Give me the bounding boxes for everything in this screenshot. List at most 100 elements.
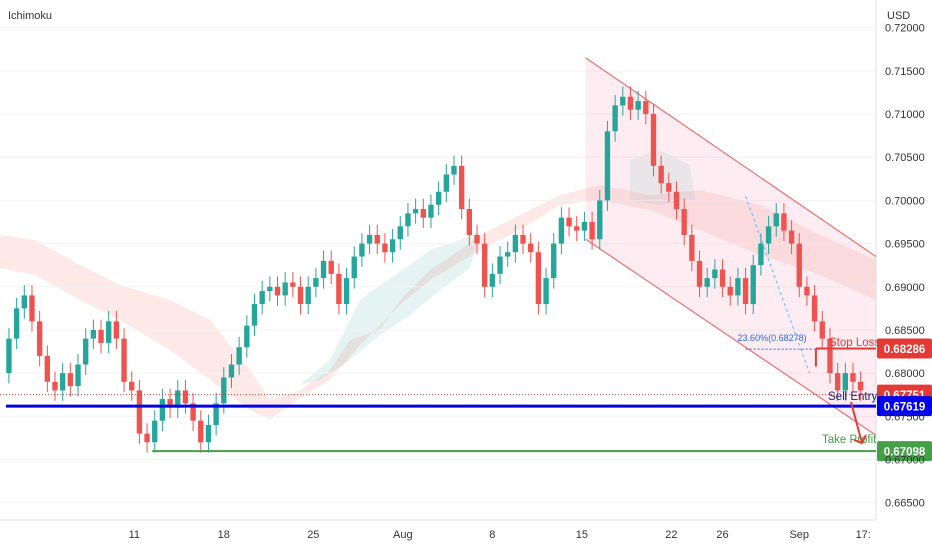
bearish-candle: [52, 381, 58, 391]
bullish-candle: [366, 234, 373, 244]
bearish-candle: [420, 209, 426, 218]
bullish-candle: [75, 364, 81, 387]
bearish-candle: [834, 373, 841, 391]
bearish-candle: [336, 273, 342, 305]
bearish-candle: [673, 191, 680, 210]
bullish-candle: [435, 191, 442, 205]
bearish-candle: [781, 213, 787, 231]
y-tick-label: 0.69000: [885, 282, 925, 294]
x-tick-label: 15: [576, 529, 588, 541]
bullish-candle: [712, 269, 718, 279]
bearish-candle: [481, 243, 488, 287]
sell-entry-label: Sell Entry: [828, 391, 877, 403]
take-profit-label: Take Profit: [822, 434, 877, 446]
price-tag-bg: [877, 338, 932, 359]
bearish-candle: [857, 381, 864, 391]
bearish-candle: [811, 295, 818, 322]
channel-upper-line: [585, 57, 877, 258]
bullish-candle: [412, 209, 419, 214]
bullish-candle: [152, 420, 158, 443]
bearish-candle: [274, 286, 281, 296]
price-tag-label: 0.68286: [884, 344, 926, 356]
x-tick-label: 26: [716, 529, 728, 541]
y-tick-label: 0.68500: [885, 325, 925, 337]
channel-fill: [585, 57, 876, 436]
bearish-candle: [290, 282, 296, 287]
bullish-candle: [82, 338, 89, 365]
bullish-candle: [750, 265, 756, 305]
y-tick-label: 0.68000: [885, 368, 925, 380]
bearish-candle: [666, 183, 672, 192]
bullish-candle: [267, 286, 273, 292]
bullish-candle: [497, 256, 503, 274]
bearish-candle: [589, 221, 595, 240]
bullish-candle: [90, 329, 97, 339]
bullish-candle: [175, 390, 181, 408]
bullish-candle: [159, 399, 166, 421]
bearish-candle: [190, 403, 196, 421]
bearish-candle: [796, 243, 802, 287]
bearish-candle: [819, 321, 825, 339]
bearish-candle: [520, 234, 526, 244]
bullish-candle: [59, 373, 66, 391]
x-tick-label: 11: [129, 529, 140, 541]
y-tick-label: 0.67500: [885, 411, 925, 423]
fib-trend-line: [745, 195, 810, 374]
bullish-candle: [13, 308, 20, 339]
bearish-cloud: [0, 185, 876, 420]
bullish-candle: [489, 273, 496, 287]
bearish-candle: [727, 286, 733, 296]
x-tick-label: Sep: [789, 529, 809, 541]
x-axis: 11 18 25 Aug 8 15 22 26 Sep 17:: [129, 529, 871, 541]
candles: [6, 86, 864, 453]
bearish-candle: [297, 286, 304, 305]
bearish-candle: [627, 96, 634, 110]
stop-loss-label: Stop Loss: [829, 337, 880, 349]
bullish-candle: [351, 256, 357, 279]
down-arrow-icon: [850, 401, 867, 445]
bearish-candle: [36, 321, 43, 356]
bullish-cloud: [300, 232, 480, 385]
y-tick-label: 0.67000: [885, 455, 925, 467]
price-levels: 0.682860.677510.676190.6709823.60%(0.682…: [0, 195, 932, 462]
bearish-candle: [689, 234, 695, 261]
bearish-candle: [474, 234, 480, 244]
bearish-candle: [681, 209, 687, 235]
channel-lower-line: [585, 238, 877, 436]
bullish-candle: [106, 321, 112, 343]
bullish-candle: [505, 252, 511, 257]
fib-label: 23.60%(0.68278): [738, 333, 807, 343]
y-tick-label: 0.66500: [885, 498, 925, 510]
bullish-candle: [451, 165, 457, 175]
bullish-candle: [443, 174, 449, 192]
bearish-candle: [136, 390, 143, 434]
bullish-candle: [282, 282, 288, 296]
bullish-candle: [313, 278, 319, 287]
bullish-candle: [428, 204, 434, 218]
price-tag-bg: [877, 396, 932, 417]
bearish-candle: [129, 381, 135, 391]
bullish-candle: [389, 239, 396, 253]
bearish-candle: [328, 260, 334, 274]
bullish-candle: [620, 96, 626, 106]
bearish-candle: [643, 101, 649, 115]
bullish-candle: [842, 373, 848, 391]
bullish-candle: [320, 260, 327, 279]
y-axis: 0.72000 0.71500 0.71000 0.70500 0.70000 0.695…: [885, 23, 925, 510]
bullish-candle: [21, 295, 27, 309]
bearish-candle: [528, 243, 534, 253]
x-tick-label: 22: [665, 529, 677, 541]
bearish-candle: [535, 252, 542, 305]
bullish-candle: [205, 424, 212, 443]
bullish-candle: [773, 213, 779, 227]
y-tick-label: 0.71000: [885, 109, 925, 121]
bullish-candle: [551, 243, 557, 279]
bullish-candle: [244, 325, 250, 348]
bullish-candle: [543, 278, 549, 305]
bearish-candle: [696, 260, 703, 287]
bearish-candle: [382, 243, 388, 253]
bearish-candle: [650, 114, 657, 166]
bullish-candle: [765, 226, 772, 244]
price-tag-bg: [877, 441, 932, 462]
